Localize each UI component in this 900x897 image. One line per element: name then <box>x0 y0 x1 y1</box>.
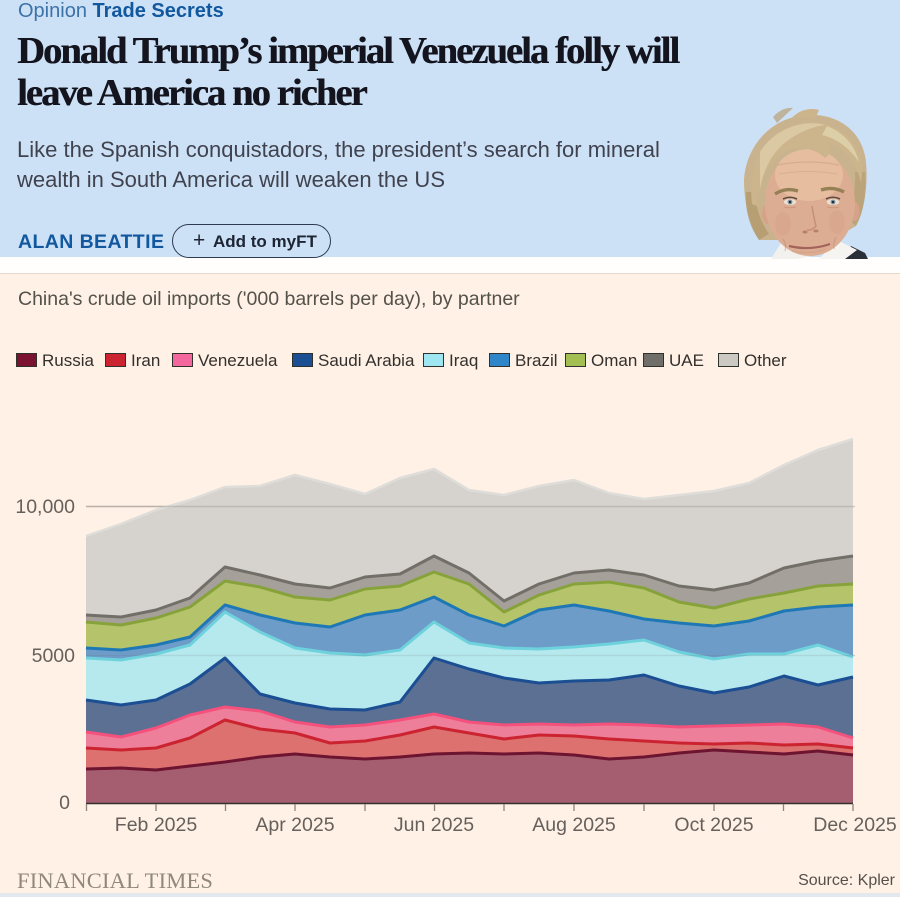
svg-text:Dec 2025: Dec 2025 <box>813 814 897 836</box>
svg-text:Aug 2025: Aug 2025 <box>532 814 616 836</box>
svg-text:5000: 5000 <box>32 645 76 667</box>
svg-text:0: 0 <box>59 792 70 814</box>
svg-text:Feb 2025: Feb 2025 <box>115 814 198 836</box>
svg-text:Jun 2025: Jun 2025 <box>394 814 474 836</box>
svg-text:Apr 2025: Apr 2025 <box>255 814 334 836</box>
svg-text:10,000: 10,000 <box>15 496 75 518</box>
svg-text:Oct 2025: Oct 2025 <box>674 814 753 836</box>
